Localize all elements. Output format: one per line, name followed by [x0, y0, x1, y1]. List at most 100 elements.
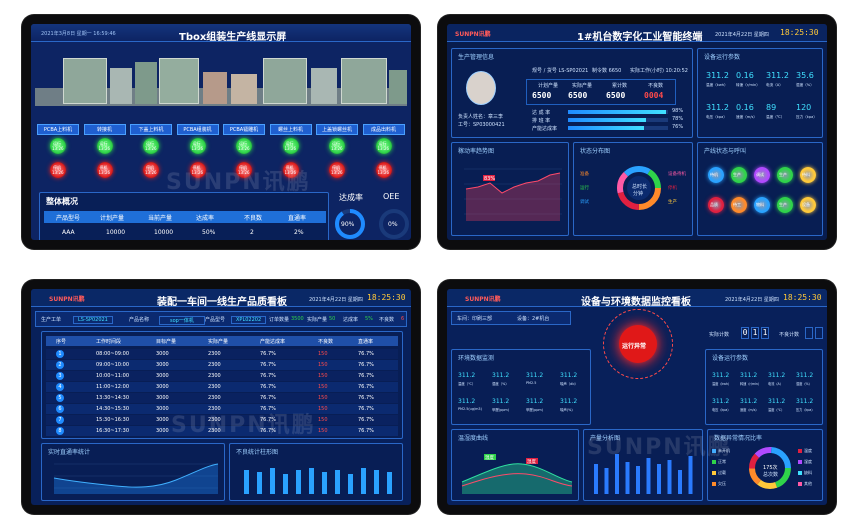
table-cell: 150 [318, 428, 328, 434]
status-title: 状态分布图 [580, 148, 611, 155]
bar [296, 470, 301, 494]
legend-label: 过载 [718, 470, 726, 475]
call-light [731, 167, 747, 183]
stop-label: 停机 [146, 165, 154, 170]
legend-item: 停机 [668, 186, 677, 191]
table-cell: 10000 [106, 229, 126, 236]
table-cell: 76.7% [260, 351, 276, 357]
table-cell: 2300 [208, 373, 221, 379]
env-label: 噪声(%) [560, 408, 573, 412]
trend-title: 稼动率趋势图 [458, 148, 495, 155]
env-label: PM2.5 [526, 381, 537, 385]
table-header: 序号 [56, 339, 67, 345]
call-label: 生产 [779, 202, 787, 207]
trend-panel: 稼动率趋势图 83% [451, 142, 569, 236]
legend-swatch [712, 482, 716, 486]
table-cell: 76.7% [260, 373, 276, 379]
table-cell: 150 [318, 384, 328, 390]
date: 2021年4月22日 星期四 [725, 297, 779, 303]
location-bar [451, 311, 571, 325]
bar [657, 464, 661, 494]
station-label: 上盖锁螺丝机 [316, 124, 358, 135]
call-label: 设备 [802, 202, 810, 207]
bar [667, 460, 672, 494]
table-cell: 76.7% [260, 428, 276, 434]
table-row [46, 371, 398, 381]
dev-value: 311.2 [712, 372, 730, 379]
datetime: 2021年3月8日 星期一 16:59:46 [41, 31, 116, 37]
abnormal-donut [749, 447, 791, 489]
table-cell: 76.7% [358, 351, 374, 357]
bar [309, 468, 314, 494]
env-value: 311.2 [526, 398, 544, 405]
run-label: 运行 [192, 141, 201, 146]
env-value: 311.2 [458, 398, 476, 405]
table-cell: 3000 [156, 406, 169, 412]
legend-item: 准备 [580, 172, 589, 177]
dev-value: 311.2 [796, 398, 814, 405]
bar [678, 470, 682, 494]
stop-time: 13:26 [191, 170, 204, 175]
stop-light [329, 162, 345, 178]
call-label: 生产 [779, 172, 787, 177]
table-cell: 10:00~11:00 [96, 373, 130, 379]
table-cell: 76.7% [260, 384, 276, 390]
table-row [46, 382, 398, 392]
temp-tag-1: 温度 [485, 454, 494, 461]
table-cell: 76.7% [358, 417, 374, 423]
model-line: 规号 / 货号 LS-SP02021 [532, 68, 589, 74]
call-panel: 产线状态与呼叫 待机 生产 调试 生产 待料 品质 待工 物料 生产 设备 [697, 142, 823, 236]
table-cell: 150 [318, 351, 328, 357]
table-cell: 50% [202, 229, 216, 236]
table-cell: 2 [250, 229, 254, 236]
temp-tag-2: 湿度 [527, 458, 536, 465]
oee-value: 0% [388, 221, 398, 228]
call-label: 生产 [733, 172, 741, 177]
table-cell: 76.7% [260, 395, 276, 401]
table-cell: 5 [56, 394, 64, 402]
monitor-4: SUNPN讯鹏 设备与环境数据监控看板 2021年4月22日 星期四 18:25… [438, 280, 836, 514]
env-label: PM2.5(ug/m3) [458, 407, 482, 411]
good-label: 累计数 [612, 83, 628, 89]
page-title: 设备与环境数据监控看板 [581, 297, 691, 308]
call-label: 待工 [733, 202, 741, 207]
table-cell: 150 [318, 362, 328, 368]
table-cell: 76.7% [358, 373, 374, 379]
table-header: 当前产量 [148, 215, 173, 222]
mold-count: 制令数 6650 [592, 68, 622, 74]
overview-title: 整体概况 [46, 197, 78, 206]
run-time: 13:26 [284, 146, 297, 151]
run-time: 13:26 [238, 146, 250, 151]
table-cell: 150 [318, 395, 328, 401]
table-cell: 2300 [208, 351, 221, 357]
bar [688, 456, 693, 494]
dev-label: 温度（℃） [768, 408, 785, 412]
param-label: 湿度（%） [796, 83, 814, 87]
table-cell: 76.7% [358, 428, 374, 434]
table-row [46, 393, 398, 403]
plan-value: 6500 [532, 91, 552, 100]
table-cell: 3000 [156, 362, 169, 368]
page-title: Tbox组装生产线显示屏 [179, 32, 287, 43]
table-cell: 2300 [208, 406, 221, 412]
table-row [46, 349, 398, 359]
param-value: 311.2 [766, 71, 789, 80]
call-light [731, 197, 747, 213]
stop-time: 13:26 [284, 170, 297, 175]
table-cell: 2300 [208, 395, 221, 401]
plan-label: 计划产量 [538, 83, 559, 89]
table-cell: 3000 [156, 384, 169, 390]
pie-title: 数据异常情况比率 [714, 435, 763, 442]
dev-title: 设备运行参数 [712, 355, 749, 362]
bad-label: 不良数 [379, 317, 395, 323]
call-light [777, 197, 793, 213]
table-cell: 76.7% [358, 395, 374, 401]
legend-item: 设备待机 [668, 172, 686, 177]
table-cell: 150 [318, 417, 328, 423]
table-cell: 2300 [208, 428, 221, 434]
run-label: 运行 [378, 141, 387, 146]
prod-panel: 产量分析图 [583, 429, 703, 501]
clock: 18:25:30 [783, 293, 822, 302]
order-label: 订单数量 [269, 317, 290, 323]
stop-light [375, 162, 392, 178]
